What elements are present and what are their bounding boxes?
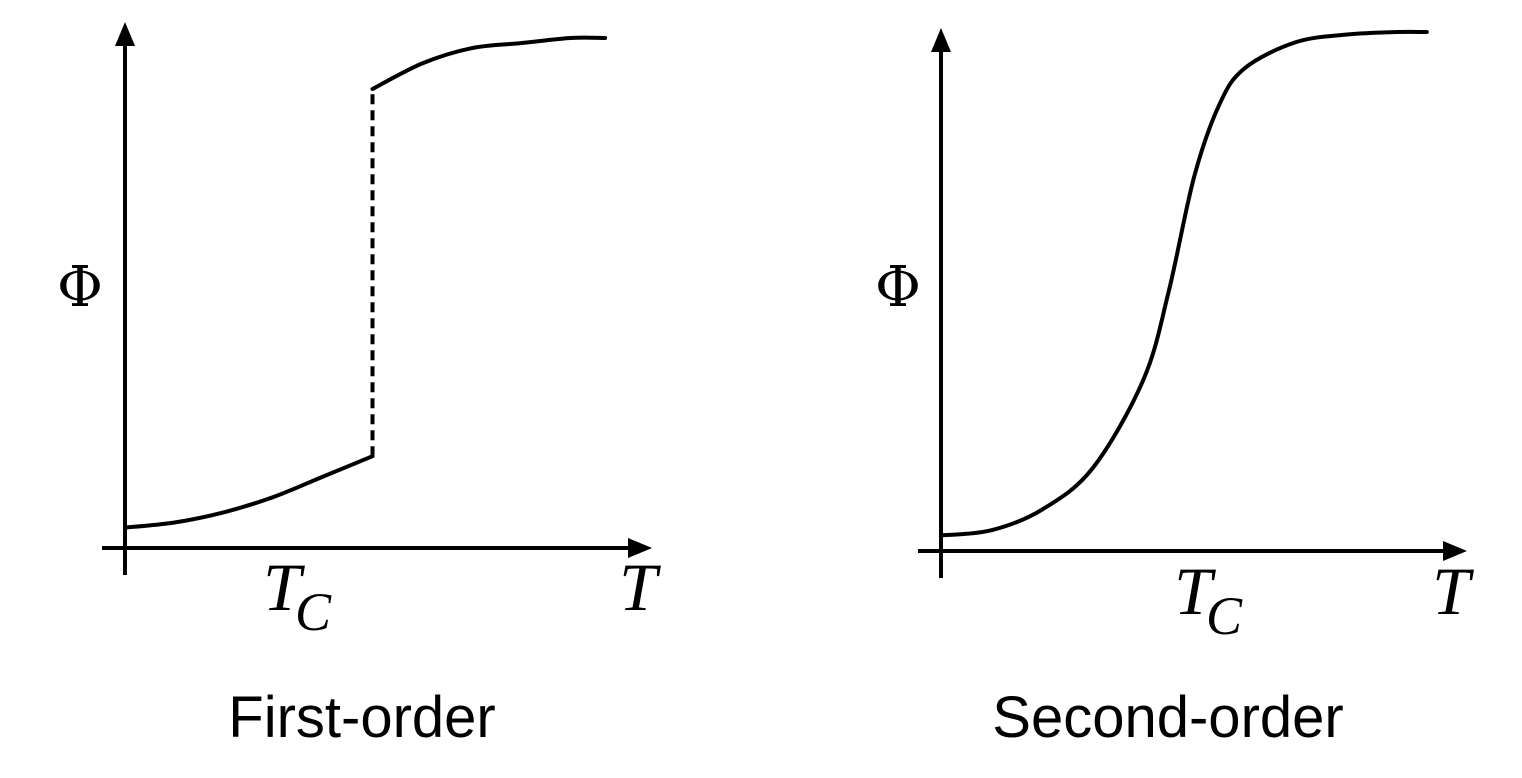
second-order-x-axis bbox=[918, 541, 1467, 561]
second-order-y-axis bbox=[931, 28, 951, 578]
second-order-tc-tick-label: T C bbox=[1174, 553, 1243, 646]
second-order-curve bbox=[939, 29, 1429, 538]
first-order-x-axis bbox=[102, 538, 652, 558]
second-order-x-axis-label: T bbox=[1432, 553, 1474, 629]
first-order-caption: First-order bbox=[228, 685, 495, 750]
first-order-tc-tick-label: T C bbox=[263, 549, 332, 642]
first-order-curve-above-tc bbox=[370, 35, 608, 91]
first-order-tc-main: T bbox=[263, 549, 305, 625]
first-order-curve-below-tc bbox=[123, 454, 375, 530]
second-order-tc-main: T bbox=[1174, 553, 1216, 629]
first-order-panel: Φ T C T First-order bbox=[57, 22, 661, 750]
second-order-panel: Φ T C T Second-order bbox=[875, 28, 1474, 750]
first-order-tc-subscript: C bbox=[295, 582, 332, 642]
first-order-y-axis-label: Φ bbox=[57, 255, 103, 320]
first-order-y-axis bbox=[115, 22, 135, 575]
second-order-y-axis-label: Φ bbox=[875, 255, 921, 320]
second-order-tc-subscript: C bbox=[1206, 586, 1243, 646]
second-order-caption: Second-order bbox=[992, 685, 1343, 750]
first-order-x-axis-label: T bbox=[619, 549, 661, 625]
